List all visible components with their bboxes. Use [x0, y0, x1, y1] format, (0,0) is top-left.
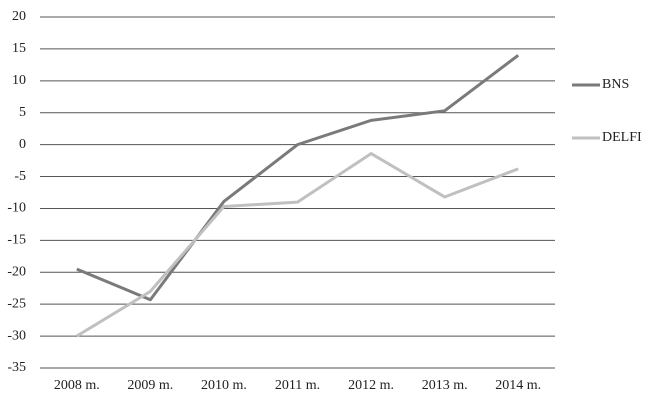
x-tick-label: 2011 m.: [275, 378, 320, 393]
x-tick-label: 2014 m.: [495, 378, 541, 393]
legend-label: BNS: [602, 77, 629, 92]
series-line: [76, 152, 519, 338]
y-tick-label: 5: [19, 105, 26, 120]
x-tick-label: 2012 m.: [348, 378, 394, 393]
y-tick-label: -5: [14, 169, 26, 184]
x-tick-label: 2009 m.: [127, 378, 173, 393]
x-tick-label: 2010 m.: [201, 378, 247, 393]
x-tick-label: 2008 m.: [54, 378, 100, 393]
series-line: [76, 54, 520, 302]
y-tick-label: 20: [12, 9, 26, 24]
legend-label: DELFI: [602, 130, 642, 145]
x-tick-label: 2013 m.: [422, 378, 468, 393]
y-tick-label: 0: [19, 137, 26, 152]
y-tick-label: -10: [7, 201, 26, 216]
y-tick-label: -20: [7, 264, 26, 279]
y-tick-label: -15: [7, 233, 26, 248]
y-tick-label: -30: [7, 328, 26, 343]
y-tick-label: -35: [7, 360, 26, 375]
y-tick-label: 15: [12, 41, 26, 56]
y-tick-label: -25: [7, 296, 26, 311]
y-tick-label: 10: [12, 73, 26, 88]
